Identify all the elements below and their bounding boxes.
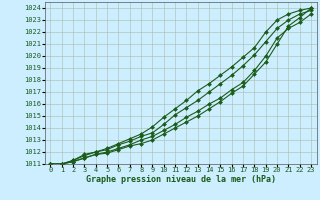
X-axis label: Graphe pression niveau de la mer (hPa): Graphe pression niveau de la mer (hPa) [86,175,276,184]
